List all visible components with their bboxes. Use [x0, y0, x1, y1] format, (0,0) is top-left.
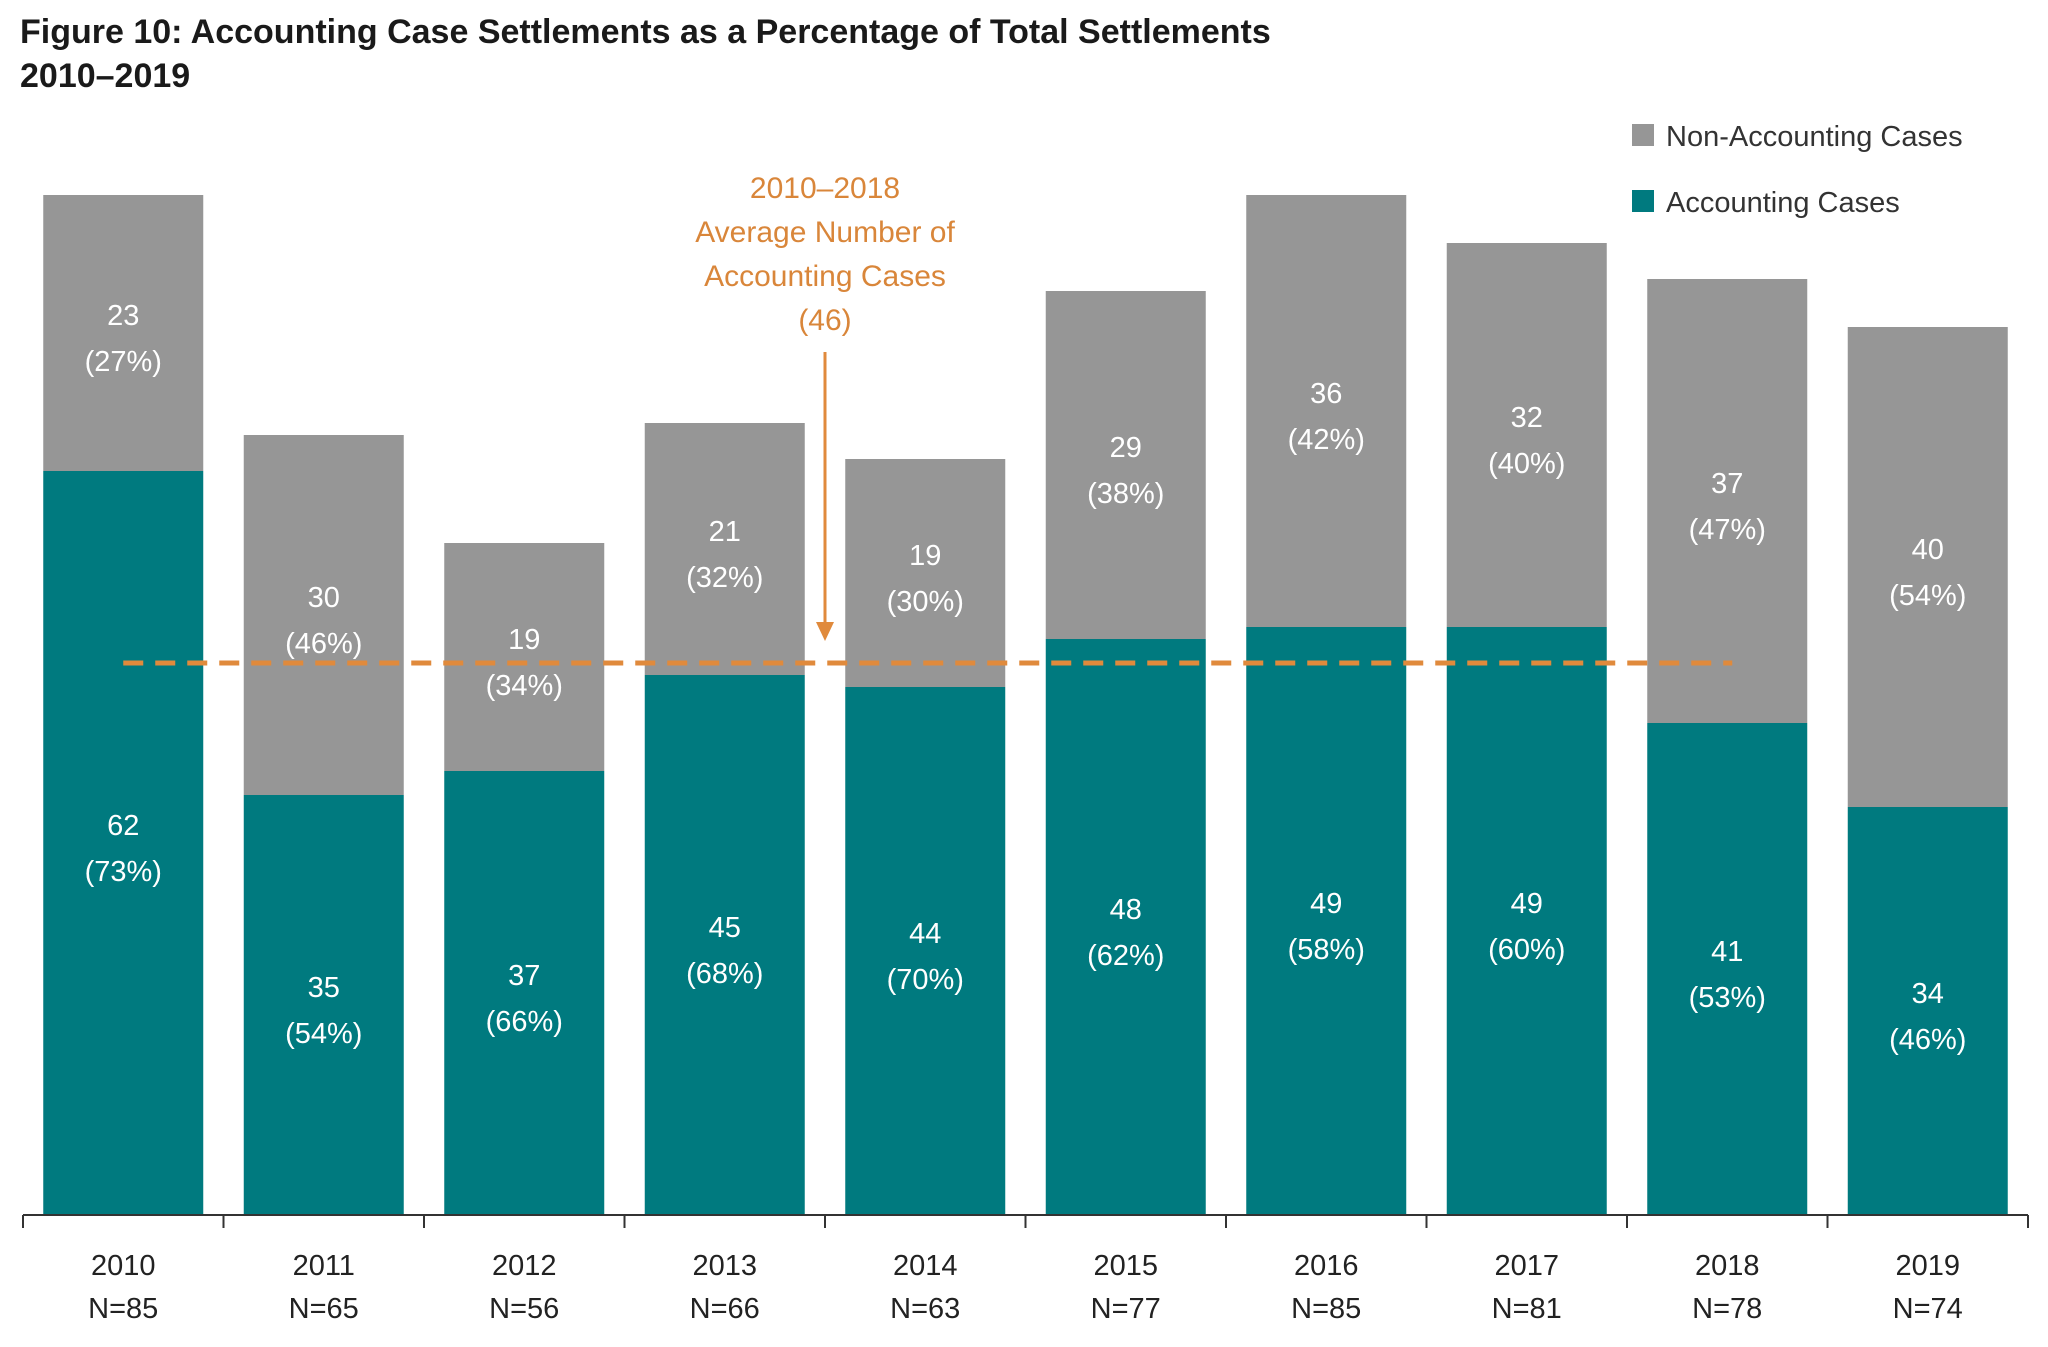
label-accounting-value-2018: 41 [1711, 936, 1743, 968]
label-non-accounting-value-2012: 19 [508, 624, 540, 656]
bar-non-accounting-2011 [243, 435, 404, 795]
bar-accounting-2010 [43, 471, 204, 1215]
x-tick-label-2011: 2011 [293, 1250, 355, 1282]
label-non-accounting-value-2011: 30 [308, 582, 340, 614]
label-non-accounting-pct-2012: (34%) [486, 670, 563, 702]
bar-non-accounting-2018 [1647, 279, 1808, 723]
bar-non-accounting-2017 [1446, 243, 1607, 627]
bar-non-accounting-2019 [1847, 327, 2008, 807]
annotation-line-4: (46) [798, 304, 851, 337]
label-accounting-pct-2019: (46%) [1889, 1024, 1966, 1056]
bar-non-accounting-2015 [1045, 291, 1206, 639]
bar-accounting-2011 [243, 795, 404, 1215]
label-accounting-value-2012: 37 [508, 960, 540, 992]
bar-accounting-2012 [444, 771, 605, 1215]
label-non-accounting-value-2015: 29 [1110, 432, 1142, 464]
annotation-line-2: Average Number of [695, 216, 955, 249]
x-tick-label-2015: 2015 [1093, 1250, 1158, 1282]
x-tick-n-2012: N=56 [489, 1293, 559, 1325]
x-tick-label-2018: 2018 [1695, 1250, 1760, 1282]
bar-non-accounting-2010 [43, 195, 204, 471]
reference-line-group: 2010–2018 Average Number of Accounting Cas… [123, 172, 1733, 666]
label-accounting-value-2011: 35 [308, 972, 340, 1004]
label-accounting-pct-2016: (58%) [1288, 934, 1365, 966]
label-accounting-pct-2015: (62%) [1087, 940, 1164, 972]
annotation-arrow-head [816, 622, 834, 641]
label-non-accounting-value-2013: 21 [709, 516, 741, 548]
label-non-accounting-pct-2010: (27%) [85, 346, 162, 378]
bar-accounting-2013 [644, 675, 805, 1215]
label-accounting-pct-2014: (70%) [887, 964, 964, 996]
x-tick-label-2019: 2019 [1895, 1250, 1960, 1282]
label-accounting-value-2019: 34 [1912, 978, 1944, 1010]
x-tick-n-2019: N=74 [1893, 1293, 1963, 1325]
bar-non-accounting-2016 [1246, 195, 1407, 627]
bar-accounting-2015 [1045, 639, 1206, 1215]
label-accounting-pct-2017: (60%) [1488, 934, 1565, 966]
x-tick-label-2013: 2013 [692, 1250, 757, 1282]
x-tick-label-2012: 2012 [492, 1250, 557, 1282]
label-accounting-value-2015: 48 [1110, 894, 1142, 926]
x-tick-n-2016: N=85 [1291, 1293, 1361, 1325]
legend-swatch-accounting [1632, 190, 1654, 212]
label-accounting-value-2017: 49 [1511, 888, 1543, 920]
x-tick-n-2014: N=63 [890, 1293, 960, 1325]
legend-swatch-non-accounting [1632, 124, 1654, 146]
label-accounting-value-2013: 45 [709, 912, 741, 944]
x-tick-n-2015: N=77 [1091, 1293, 1161, 1325]
label-non-accounting-value-2018: 37 [1711, 468, 1743, 500]
chart-title: Figure 10: Accounting Case Settlements a… [20, 10, 1271, 98]
label-non-accounting-pct-2018: (47%) [1689, 514, 1766, 546]
legend: Non-Accounting Cases Accounting Cases [1632, 121, 1963, 219]
x-tick-n-2017: N=81 [1492, 1293, 1562, 1325]
legend-label-non-accounting: Non-Accounting Cases [1666, 121, 1963, 153]
label-non-accounting-value-2017: 32 [1511, 402, 1543, 434]
bar-non-accounting-2013 [644, 423, 805, 675]
annotation-line-3: Accounting Cases [704, 260, 946, 293]
label-accounting-value-2010: 62 [107, 810, 139, 842]
label-accounting-pct-2018: (53%) [1689, 982, 1766, 1014]
label-accounting-pct-2010: (73%) [85, 856, 162, 888]
x-tick-n-2011: N=65 [289, 1293, 359, 1325]
bar-accounting-2014 [845, 687, 1006, 1215]
bar-accounting-2017 [1446, 627, 1607, 1215]
bar-accounting-2019 [1847, 807, 2008, 1215]
label-non-accounting-pct-2019: (54%) [1889, 580, 1966, 612]
label-accounting-value-2016: 49 [1310, 888, 1342, 920]
label-accounting-pct-2013: (68%) [686, 958, 763, 990]
label-non-accounting-pct-2016: (42%) [1288, 424, 1365, 456]
x-tick-label-2010: 2010 [91, 1250, 156, 1282]
chart-subtitle: 2010–2019 [20, 57, 191, 95]
x-tick-label-2017: 2017 [1494, 1250, 1559, 1282]
label-non-accounting-pct-2011: (46%) [285, 628, 362, 660]
x-axis: 2010 N=85 2011 N=65 2012 N=56 2013 N=66 2014 N=63… [22, 1214, 2029, 1325]
label-non-accounting-pct-2017: (40%) [1488, 448, 1565, 480]
x-tick-label-2016: 2016 [1294, 1250, 1359, 1282]
bar-accounting-2018 [1647, 723, 1808, 1215]
bar-non-accounting-2012 [444, 543, 605, 771]
x-tick-n-2013: N=66 [690, 1293, 760, 1325]
bar-accounting-2016 [1246, 627, 1407, 1215]
x-tick-n-2010: N=85 [88, 1293, 158, 1325]
label-accounting-value-2014: 44 [909, 918, 941, 950]
label-non-accounting-value-2019: 40 [1912, 534, 1944, 566]
label-non-accounting-pct-2014: (30%) [887, 586, 964, 618]
bar-non-accounting-2014 [845, 459, 1006, 687]
label-non-accounting-value-2010: 23 [107, 300, 139, 332]
label-accounting-pct-2012: (66%) [486, 1006, 563, 1038]
legend-label-accounting: Accounting Cases [1666, 187, 1900, 219]
label-non-accounting-value-2014: 19 [909, 540, 941, 572]
chart-title-line1: Figure 10: Accounting Case Settlements a… [20, 13, 1271, 51]
x-tick-n-2018: N=78 [1692, 1293, 1762, 1325]
label-accounting-pct-2011: (54%) [285, 1018, 362, 1050]
annotation-line-1: 2010–2018 [750, 172, 900, 205]
label-non-accounting-pct-2013: (32%) [686, 562, 763, 594]
bars-group: 62 (73%) 23 (27%) 35 (54%) 30 (46%) 37 (66%) 19 (34… [43, 195, 2008, 1215]
label-non-accounting-pct-2015: (38%) [1087, 478, 1164, 510]
x-tick-label-2014: 2014 [893, 1250, 958, 1282]
label-non-accounting-value-2016: 36 [1310, 378, 1342, 410]
